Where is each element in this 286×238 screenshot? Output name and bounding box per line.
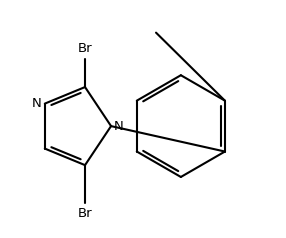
Text: N: N: [32, 97, 42, 110]
Text: N: N: [114, 120, 124, 133]
Text: Br: Br: [78, 41, 92, 55]
Text: Br: Br: [78, 207, 92, 220]
